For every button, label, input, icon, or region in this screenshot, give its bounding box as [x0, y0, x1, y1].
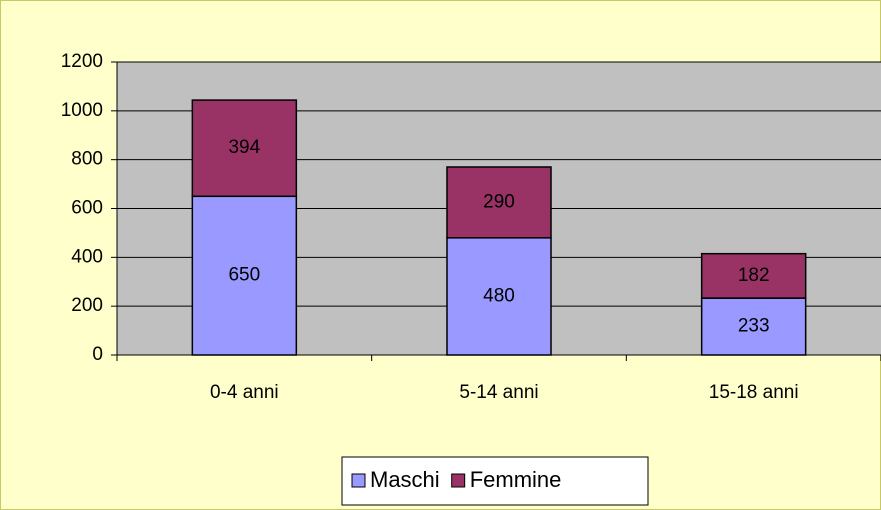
bar-segment: [191, 195, 298, 356]
x-tick-label: 0-4 anni: [210, 382, 279, 403]
y-tick-label: 600: [71, 198, 103, 219]
data-label: 233: [738, 316, 770, 337]
legend-swatch: [451, 473, 466, 488]
y-tick-label: 400: [71, 246, 103, 267]
bar-segment: [446, 166, 552, 239]
x-tick-label: 5-14 anni: [459, 382, 538, 403]
data-label: 650: [228, 265, 260, 286]
bar-segment: [700, 297, 807, 356]
y-tick-label: 200: [71, 295, 103, 316]
y-tick-label: 800: [71, 149, 103, 170]
y-tick-label: 0: [92, 344, 103, 365]
legend-swatch: [351, 473, 366, 488]
x-tick-label: 15-18 anni: [709, 382, 799, 403]
y-tick-label: 1200: [61, 51, 103, 72]
legend-label: Femmine: [470, 467, 562, 492]
data-label: 394: [228, 137, 260, 158]
legend-box: [341, 456, 649, 506]
legend-label: Maschi: [370, 467, 440, 492]
bar-segment: [191, 99, 298, 198]
bar-segment: [700, 252, 807, 299]
data-label: 182: [738, 265, 770, 286]
data-label: 290: [483, 191, 515, 212]
y-tick-label: 1000: [61, 100, 103, 121]
data-label: 480: [483, 285, 515, 306]
